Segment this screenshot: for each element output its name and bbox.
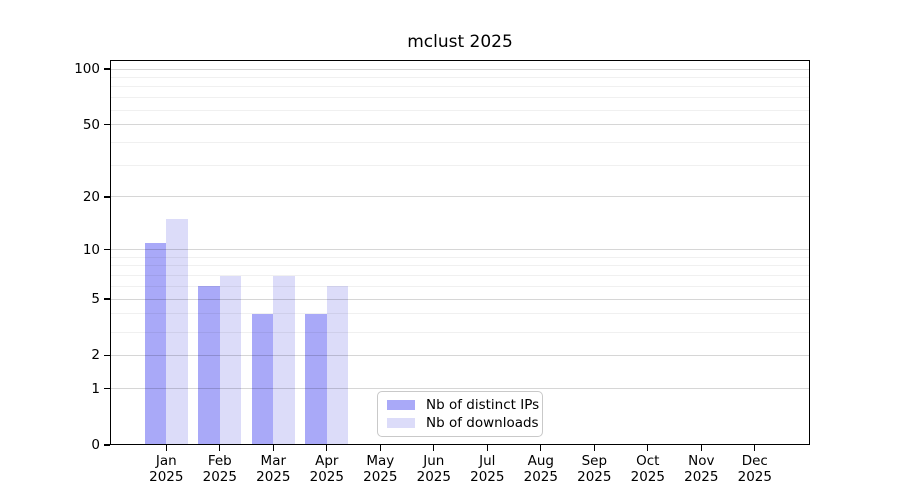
y-tick-label: 0 bbox=[91, 437, 100, 453]
x-tick-label: Apr 2025 bbox=[309, 453, 344, 485]
bar-downloads bbox=[326, 286, 349, 445]
x-tick-label: Dec 2025 bbox=[737, 453, 772, 485]
y-tick-label: 20 bbox=[82, 188, 100, 205]
y-tick-label: 100 bbox=[74, 61, 100, 77]
minor-gridline bbox=[110, 141, 810, 143]
legend-label: Nb of downloads bbox=[426, 414, 539, 431]
bar-downloads bbox=[219, 275, 242, 445]
minor-gridline bbox=[110, 97, 810, 99]
minor-gridline bbox=[110, 313, 810, 315]
x-axis-tick bbox=[379, 445, 381, 451]
minor-gridline bbox=[110, 331, 810, 333]
x-tick-label: Nov 2025 bbox=[684, 453, 719, 485]
x-tick-label: Sep 2025 bbox=[577, 453, 612, 485]
y-axis-tick bbox=[103, 248, 110, 251]
bar-distinct-ips bbox=[198, 286, 220, 445]
major-gridline bbox=[110, 354, 810, 356]
x-tick-label: Aug 2025 bbox=[523, 453, 558, 485]
y-tick-label: 1 bbox=[91, 380, 100, 397]
major-gridline bbox=[110, 68, 810, 70]
minor-gridline bbox=[110, 164, 810, 166]
minor-gridline bbox=[110, 86, 810, 88]
y-axis-tick bbox=[103, 68, 110, 70]
minor-gridline bbox=[110, 76, 810, 78]
y-axis-tick bbox=[103, 123, 110, 126]
x-tick-label: May 2025 bbox=[363, 453, 398, 485]
x-tick-label: Jul 2025 bbox=[470, 453, 505, 485]
legend-swatch-distinct-ips bbox=[387, 400, 415, 410]
minor-gridline bbox=[110, 109, 810, 111]
x-tick-label: Oct 2025 bbox=[630, 453, 665, 485]
bar-distinct-ips bbox=[251, 313, 274, 445]
y-tick-label: 50 bbox=[82, 116, 100, 133]
x-axis-tick bbox=[700, 445, 702, 451]
legend-label: Nb of distinct IPs bbox=[426, 396, 540, 413]
bar-distinct-ips bbox=[305, 313, 327, 445]
legend: Nb of distinct IPs Nb of downloads bbox=[377, 391, 543, 437]
major-gridline bbox=[110, 249, 810, 251]
x-axis-tick bbox=[486, 445, 488, 451]
x-axis-tick bbox=[593, 445, 595, 451]
bar-downloads bbox=[166, 219, 188, 445]
minor-gridline bbox=[110, 265, 810, 267]
x-tick-label: Jan 2025 bbox=[149, 453, 184, 485]
y-axis-tick bbox=[103, 444, 110, 446]
bar-distinct-ips bbox=[144, 242, 167, 445]
minor-gridline bbox=[110, 275, 810, 277]
major-gridline bbox=[110, 196, 810, 198]
major-gridline bbox=[110, 298, 810, 300]
x-tick-label: Jun 2025 bbox=[416, 453, 451, 485]
major-gridline bbox=[110, 124, 810, 126]
major-gridline bbox=[110, 388, 810, 390]
legend-swatch-downloads bbox=[387, 418, 415, 428]
legend-item: Nb of distinct IPs bbox=[387, 396, 539, 414]
y-axis-tick bbox=[103, 354, 110, 357]
plot-area bbox=[110, 60, 810, 445]
bar-downloads bbox=[273, 275, 295, 445]
x-axis-tick bbox=[165, 445, 167, 451]
x-axis-tick bbox=[754, 445, 756, 451]
legend-item: Nb of downloads bbox=[387, 414, 539, 432]
x-axis-tick bbox=[433, 445, 435, 451]
y-tick-label: 10 bbox=[82, 241, 100, 258]
y-axis-tick bbox=[103, 298, 110, 300]
y-axis-tick bbox=[103, 196, 110, 198]
chart-title: mclust 2025 bbox=[407, 32, 513, 52]
y-tick-label: 2 bbox=[91, 347, 100, 364]
x-axis-tick bbox=[272, 445, 274, 451]
y-axis-tick bbox=[103, 387, 110, 390]
x-tick-label: Mar 2025 bbox=[256, 453, 291, 485]
x-axis-tick bbox=[219, 445, 221, 451]
x-axis-tick bbox=[647, 445, 649, 451]
minor-gridline bbox=[110, 285, 810, 287]
x-tick-label: Feb 2025 bbox=[202, 453, 237, 485]
x-axis-tick bbox=[326, 445, 328, 451]
y-tick-label: 5 bbox=[91, 291, 100, 308]
x-axis-tick bbox=[540, 445, 542, 451]
minor-gridline bbox=[110, 256, 810, 258]
